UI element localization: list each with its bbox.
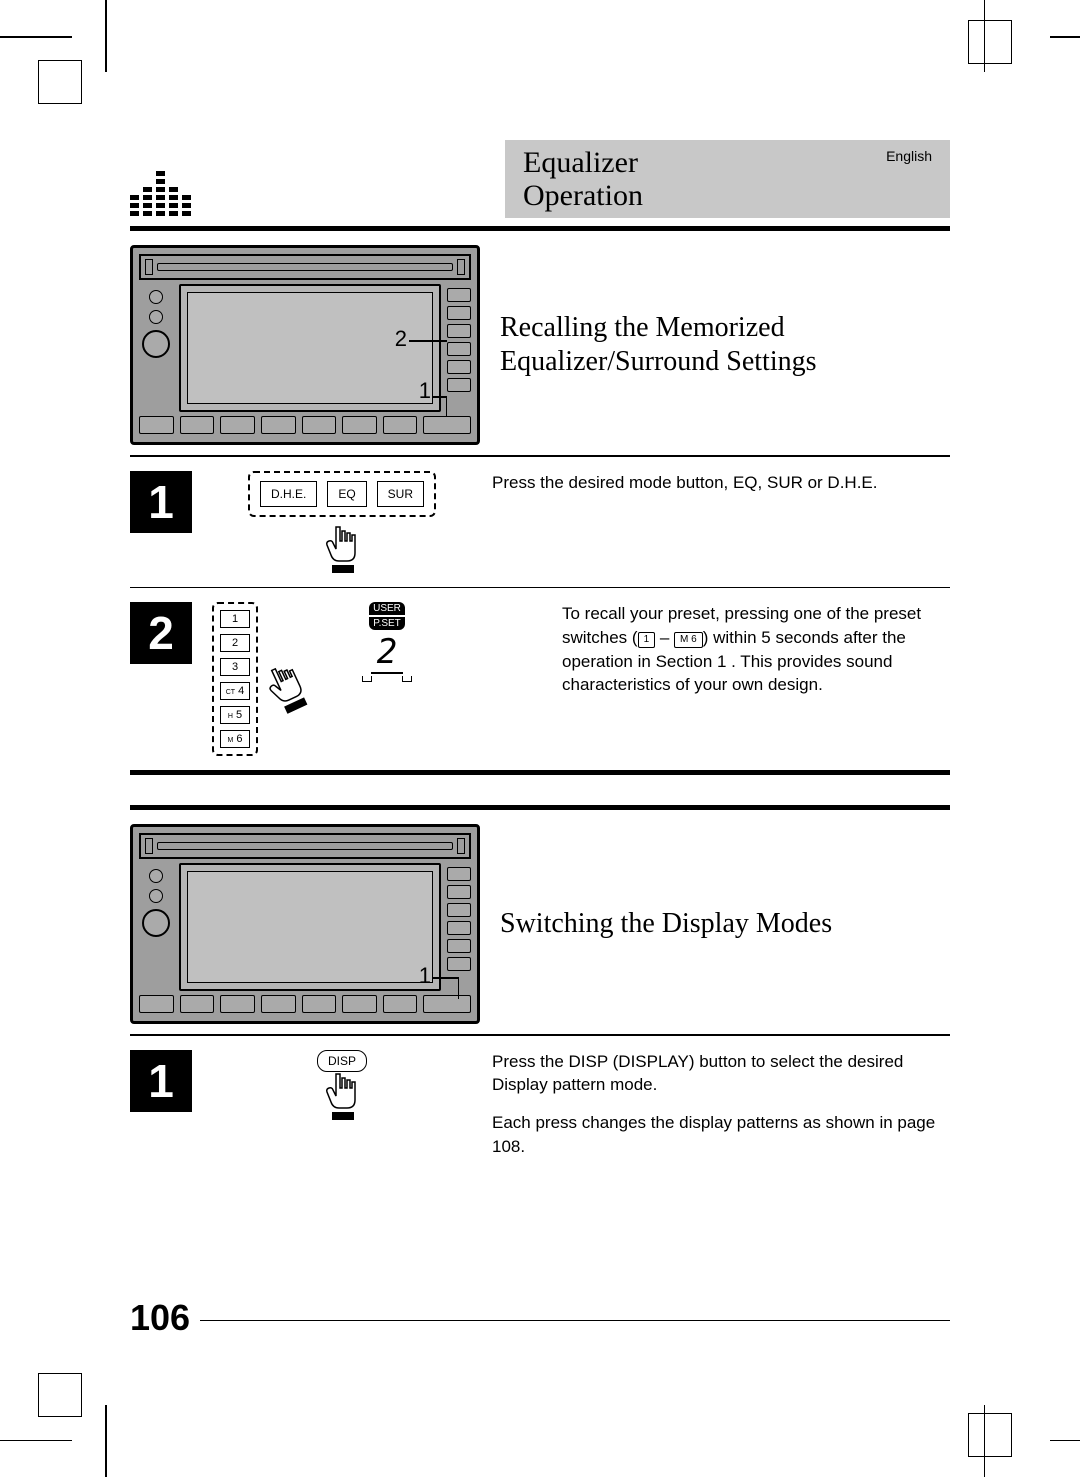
- crop-mark: [105, 1405, 107, 1477]
- section-b-title: Switching the Display Modes: [500, 907, 950, 941]
- equalizer-icon: [130, 168, 195, 218]
- step-text: Press the desired mode button, EQ, SUR o…: [492, 471, 950, 495]
- device-illustration: 1: [130, 824, 480, 1024]
- sur-button[interactable]: SUR: [377, 481, 424, 507]
- crop-box: [38, 1373, 82, 1417]
- press-hand-icon: [322, 523, 362, 573]
- user-pset-display: USER P.SET 2: [362, 602, 412, 682]
- crop-mark: [105, 0, 107, 72]
- pset-user-label: USER: [369, 602, 405, 615]
- segment-display: 2: [371, 632, 403, 674]
- crop-mark: [0, 36, 72, 38]
- disp-button[interactable]: DISP: [317, 1050, 367, 1072]
- step-text-p2: Each press changes the display patterns …: [492, 1111, 950, 1159]
- crop-mark: [0, 1440, 72, 1442]
- step-graphic: DISP: [212, 1050, 472, 1120]
- title-line1: Equalizer: [523, 146, 638, 179]
- eq-button[interactable]: EQ: [327, 481, 366, 507]
- press-hand-icon: [257, 656, 314, 718]
- title-line2: Operation: [523, 179, 643, 212]
- page-header: Equalizer Operation English: [130, 140, 950, 218]
- preset-3[interactable]: 3: [220, 658, 250, 676]
- dhe-button[interactable]: D.H.E.: [260, 481, 317, 507]
- device-illustration: 2 1: [130, 245, 480, 445]
- callout-1: 1: [419, 378, 431, 404]
- preset-4[interactable]: CT 4: [220, 682, 250, 700]
- callout-1: 1: [419, 963, 431, 989]
- preset-6[interactable]: M 6: [220, 730, 250, 748]
- step-text-p1: Press the DISP (DISPLAY) button to selec…: [492, 1050, 950, 1098]
- footer-rule: [200, 1320, 950, 1322]
- page-number: 106: [130, 1297, 190, 1339]
- step-graphic: D.H.E. EQ SUR: [212, 471, 472, 573]
- crop-box: [968, 1413, 1012, 1457]
- mode-buttons-group: D.H.E. EQ SUR: [248, 471, 436, 517]
- preset-chip-1: 1: [638, 632, 656, 648]
- step-number: 1: [130, 471, 192, 533]
- callout-2: 2: [395, 326, 407, 352]
- title-block: Equalizer Operation English: [505, 140, 950, 218]
- preset-5[interactable]: H 5: [220, 706, 250, 724]
- step-text: To recall your preset, pressing one of t…: [562, 602, 950, 697]
- crop-box: [968, 20, 1012, 64]
- crop-box: [38, 60, 82, 104]
- preset-2[interactable]: 2: [220, 634, 250, 652]
- press-hand-icon: [322, 1070, 362, 1120]
- preset-1[interactable]: 1: [220, 610, 250, 628]
- page-content: Equalizer Operation English 2 1 Recallin…: [130, 140, 950, 1173]
- step-a2: 2 1 2 3 CT 4 H 5 M 6 USER P.SET 2: [130, 588, 950, 770]
- page-title: Equalizer Operation: [523, 146, 643, 212]
- crop-mark: [1050, 1440, 1080, 1442]
- language-label: English: [886, 148, 932, 164]
- step-graphic: 1 2 3 CT 4 H 5 M 6 USER P.SET 2: [212, 602, 542, 756]
- preset-buttons-group: 1 2 3 CT 4 H 5 M 6: [212, 602, 258, 756]
- preset-chip-6: M 6: [674, 632, 703, 648]
- step-number: 1: [130, 1050, 192, 1112]
- step-b1: 1 DISP Press the DISP (DISPLAY) button t…: [130, 1036, 950, 1173]
- crop-mark: [1050, 36, 1080, 38]
- pset-label: P.SET: [369, 617, 405, 630]
- step-number: 2: [130, 602, 192, 664]
- section-b-header: 1 Switching the Display Modes: [130, 810, 950, 1034]
- step-a1: 1 D.H.E. EQ SUR Press the desired mode b…: [130, 457, 950, 587]
- section-a-title: Recalling the Memorized Equalizer/Surrou…: [500, 311, 950, 378]
- section-a-header: 2 1 Recalling the Memorized Equalizer/Su…: [130, 231, 950, 455]
- step-text: Press the DISP (DISPLAY) button to selec…: [492, 1050, 950, 1159]
